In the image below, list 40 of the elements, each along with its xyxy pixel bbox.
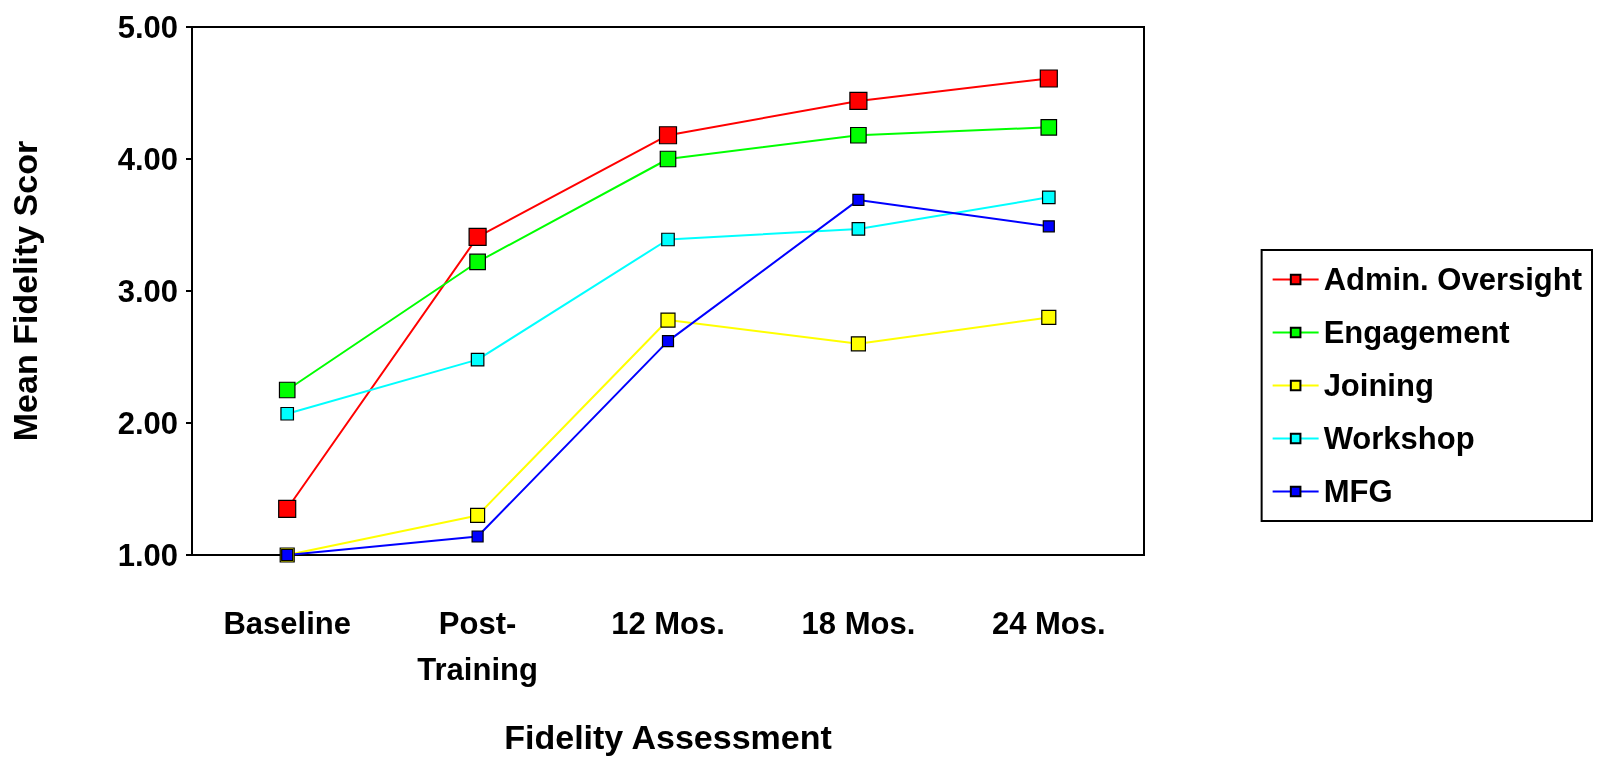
point	[850, 336, 866, 352]
legend-label: Engagement	[1323, 315, 1510, 350]
y-tick-label: 1.00	[117, 537, 178, 573]
x-axis-title: Fidelity Assessment	[504, 718, 832, 756]
y-tick-label: 5.00	[117, 9, 178, 45]
point	[471, 530, 484, 543]
y-tick-label: 2.00	[117, 405, 178, 441]
point	[1041, 190, 1056, 205]
point	[468, 227, 487, 246]
y-tick-label: 4.00	[117, 141, 178, 177]
point	[1041, 309, 1057, 325]
legend-label: Workshop	[1323, 421, 1475, 456]
legend-label: Joining	[1323, 368, 1434, 403]
point	[280, 406, 295, 421]
x-tick-label: 18 Mos.	[801, 605, 916, 641]
point	[470, 507, 486, 523]
point	[849, 91, 868, 111]
point	[661, 232, 675, 247]
y-axis-title: Mean Fidelity Scor	[6, 140, 44, 442]
point	[661, 335, 675, 348]
legend-label: Admin. Oversight	[1323, 262, 1583, 297]
x-tick-label: Post- Training	[417, 605, 538, 687]
point	[851, 222, 866, 236]
legend-label: MFG	[1323, 474, 1393, 509]
point	[659, 150, 677, 168]
point	[660, 312, 676, 328]
y-tick-label: 3.00	[117, 273, 178, 309]
point	[850, 126, 867, 144]
point	[1042, 220, 1055, 233]
point	[658, 126, 678, 145]
x-tick-label: 24 Mos.	[991, 605, 1106, 641]
point	[278, 499, 297, 518]
point	[469, 253, 486, 271]
point	[1039, 69, 1058, 88]
x-tick-label: Baseline	[223, 605, 351, 641]
point	[278, 381, 296, 399]
point	[1040, 118, 1058, 136]
x-tick-label: 12 Mos.	[611, 605, 725, 641]
point	[470, 352, 485, 367]
point	[852, 193, 865, 207]
